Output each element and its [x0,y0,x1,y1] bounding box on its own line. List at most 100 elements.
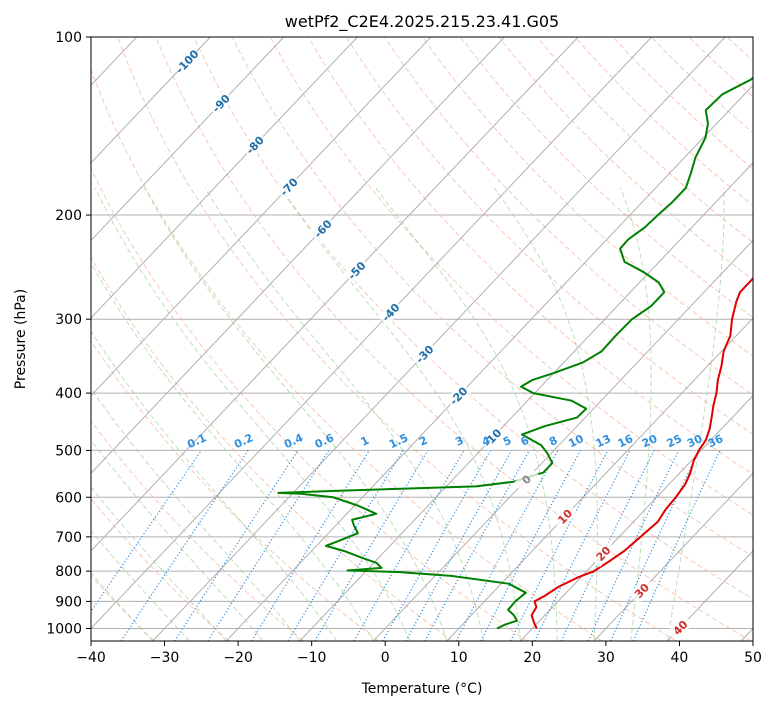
moist-adiabat [91,486,227,641]
moist-adiabat [144,187,448,641]
mixing-ratio-line [534,450,631,641]
x-tick-label: 40 [671,650,689,666]
isotherms [91,37,753,641]
isotherm [299,162,753,641]
moist-adiabat [91,439,264,641]
sounding-profiles [277,76,753,630]
mixing-ratio-label: 20 [640,432,660,450]
y-tick-label: 600 [55,490,82,506]
mixing-ratio-label: 6 [519,434,532,449]
isotherm-label-bg [628,577,656,605]
dry-adiabat [193,37,753,600]
x-tick-label: −30 [150,650,180,666]
mixing-ratio-label: 2 [417,434,429,449]
isotherm-label-bg [666,614,694,641]
dry-adiabat [460,37,753,319]
y-axis-ticks: 100 200 300 400 500 600 700 800 900 1000 [46,30,91,637]
moist-adiabat [91,330,337,641]
mixing-ratio-line [287,450,404,641]
isotherm [91,37,432,397]
mixing-ratio-labels: 0.1 0.2 0.4 0.6 1 1.5 2 3 4 5 6 8 10 13 16 20 25 30 36 [185,431,725,451]
mixing-ratio-lines [91,450,721,641]
moist-adiabat [667,187,725,641]
mixing-ratio-label: 1.5 [387,431,410,451]
y-tick-label: 200 [55,208,82,224]
mixing-ratio-label: 13 [594,432,613,450]
dry-adiabat [726,37,753,62]
mixing-ratio-line [424,450,530,641]
dry-adiabat [0,37,80,641]
x-tick-label: 50 [744,650,762,666]
isotherm-label-bg [173,47,201,76]
isotherm-label: -100 [173,47,202,76]
isotherm-label-bg [513,466,540,494]
y-tick-label: 300 [55,312,82,328]
dry-adiabat [91,420,304,641]
dry-adiabat [91,340,379,641]
x-tick-label: 30 [597,650,615,666]
dry-adiabat [307,37,753,475]
isotherm [91,37,211,164]
mixing-ratio-line [455,450,559,641]
isotherm [372,239,753,641]
dry-adiabats [0,37,753,641]
mixing-ratio-line [314,450,429,641]
moist-adiabats [91,187,725,641]
mixing-ratio-line [120,450,249,641]
mixing-ratio-line [207,450,330,641]
mixing-ratio-line [610,450,700,641]
dewpoint-profile [277,76,753,630]
isotherm [225,84,753,641]
chart-title: wetPf2_C2E4.2025.215.23.41.G05 [285,12,559,32]
y-tick-label: 700 [55,530,82,546]
isotherm-label-bg [445,382,472,410]
moist-adiabat [94,187,411,641]
isotherm-label-bg [589,540,617,568]
x-axis-label: Temperature (°C) [361,681,483,697]
isotherm [91,37,358,319]
isotherm-label-bg [551,503,579,531]
y-tick-label: 1000 [46,621,82,637]
mixing-ratio-line [632,450,721,641]
mixing-ratio-label: 16 [616,432,636,450]
mixing-ratio-line [353,450,465,641]
mixing-ratio-line [382,450,492,641]
y-tick-label: 900 [55,594,82,610]
isotherm-label-bg [309,215,337,243]
y-tick-label: 800 [55,564,82,580]
isotherm-label-bg [411,340,438,368]
dry-adiabat [612,37,753,170]
mixing-ratio-label: 0.1 [185,431,208,451]
isotherm [520,394,753,641]
mixing-ratio-label: 1 [359,434,371,449]
x-tick-label: 10 [450,650,468,666]
mixing-ratio-line [587,450,680,641]
mixing-ratio-label: 25 [665,432,684,450]
dry-adiabat [91,256,453,641]
mixing-ratio-label: 0.2 [232,431,255,451]
dry-adiabat [155,37,752,641]
temperature-profile [530,277,753,629]
y-tick-label: 400 [55,386,82,402]
moist-adiabat [620,187,652,641]
x-tick-label: −10 [297,650,327,666]
mixing-ratio-line [174,450,299,641]
dry-adiabat [536,37,753,244]
y-axis-label: Pressure (hPa) [13,289,29,389]
moist-adiabat [375,187,558,641]
moist-adiabat [91,530,190,641]
isotherm [593,472,753,641]
isotherm [740,627,753,641]
moist-adiabat [204,187,485,641]
isotherm-label-bg [207,89,235,117]
mixing-ratio-line [251,450,370,641]
isotherm-label-bg [275,173,303,201]
x-tick-label: −40 [76,650,106,666]
isotherm-label-bg [343,256,371,285]
isotherm [446,317,753,641]
isotherm-label-bg [241,131,269,159]
pressure-gridlines [91,37,753,629]
isotherm [91,37,652,630]
y-tick-label: 100 [55,30,82,46]
dry-adiabat [345,37,753,435]
